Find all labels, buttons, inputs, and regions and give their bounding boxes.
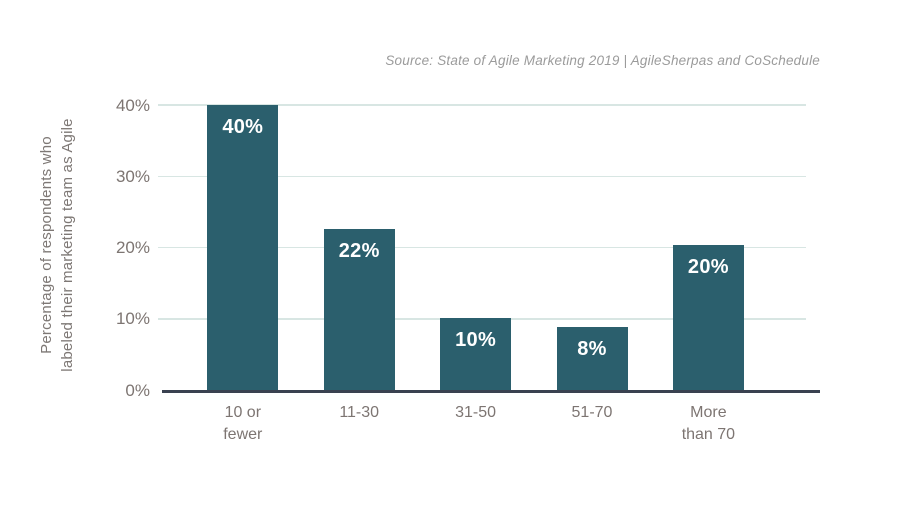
y-axis-title: Percentage of respondents who labeled th…	[36, 55, 78, 435]
bar-31-50: 10%	[440, 318, 512, 390]
bar-value-label-more-than-70: 20%	[687, 255, 729, 278]
gridline-20%	[158, 246, 806, 249]
bar-value-label-11-30: 22%	[338, 239, 380, 262]
gridline-40%	[158, 104, 806, 106]
y-tick-40%: 40%	[115, 95, 150, 115]
bar-11-30: 22%	[323, 228, 395, 390]
x-label-line: 31-50	[455, 404, 497, 421]
bar-more-than-70: 20%	[672, 244, 744, 390]
x-label-10-or-fewer: 10 or fewer	[178, 402, 308, 446]
y-tick-10%: 10%	[115, 309, 150, 329]
bar-51-70: 8%	[556, 327, 628, 390]
x-label-line: More	[690, 404, 727, 421]
bar-value-label-31-50: 10%	[455, 329, 497, 352]
plot-area: 40% 22% 10% 8% 20%	[158, 104, 820, 393]
bar-value-label-10-or-fewer: 40%	[222, 116, 264, 138]
x-label-line: than 70	[681, 426, 736, 443]
gridline-30%	[158, 175, 806, 177]
x-label-more-than-70: More than 70	[643, 402, 773, 446]
y-tick-30%: 30%	[115, 166, 150, 186]
x-label-line: 11-30	[339, 404, 380, 421]
x-label-11-30: 11-30	[294, 402, 424, 424]
x-label-51-70: 51-70	[527, 402, 657, 424]
bar-value-label-51-70: 8%	[577, 338, 607, 361]
x-label-line: 51-70	[571, 404, 613, 421]
x-label-31-50: 31-50	[411, 402, 541, 424]
source-note: Source: State of Agile Marketing 2019 | …	[385, 53, 820, 68]
y-axis-title-line-2: labeled their marketing team as Agile	[59, 118, 76, 372]
y-tick-0%: 0%	[125, 380, 150, 400]
x-label-line: fewer	[223, 426, 263, 443]
y-axis-title-line-1: Percentage of respondents who	[38, 136, 55, 354]
bar-10-or-fewer: 40%	[207, 105, 279, 390]
y-tick-20%: 20%	[115, 238, 150, 257]
x-label-line: 10 or	[224, 404, 262, 421]
